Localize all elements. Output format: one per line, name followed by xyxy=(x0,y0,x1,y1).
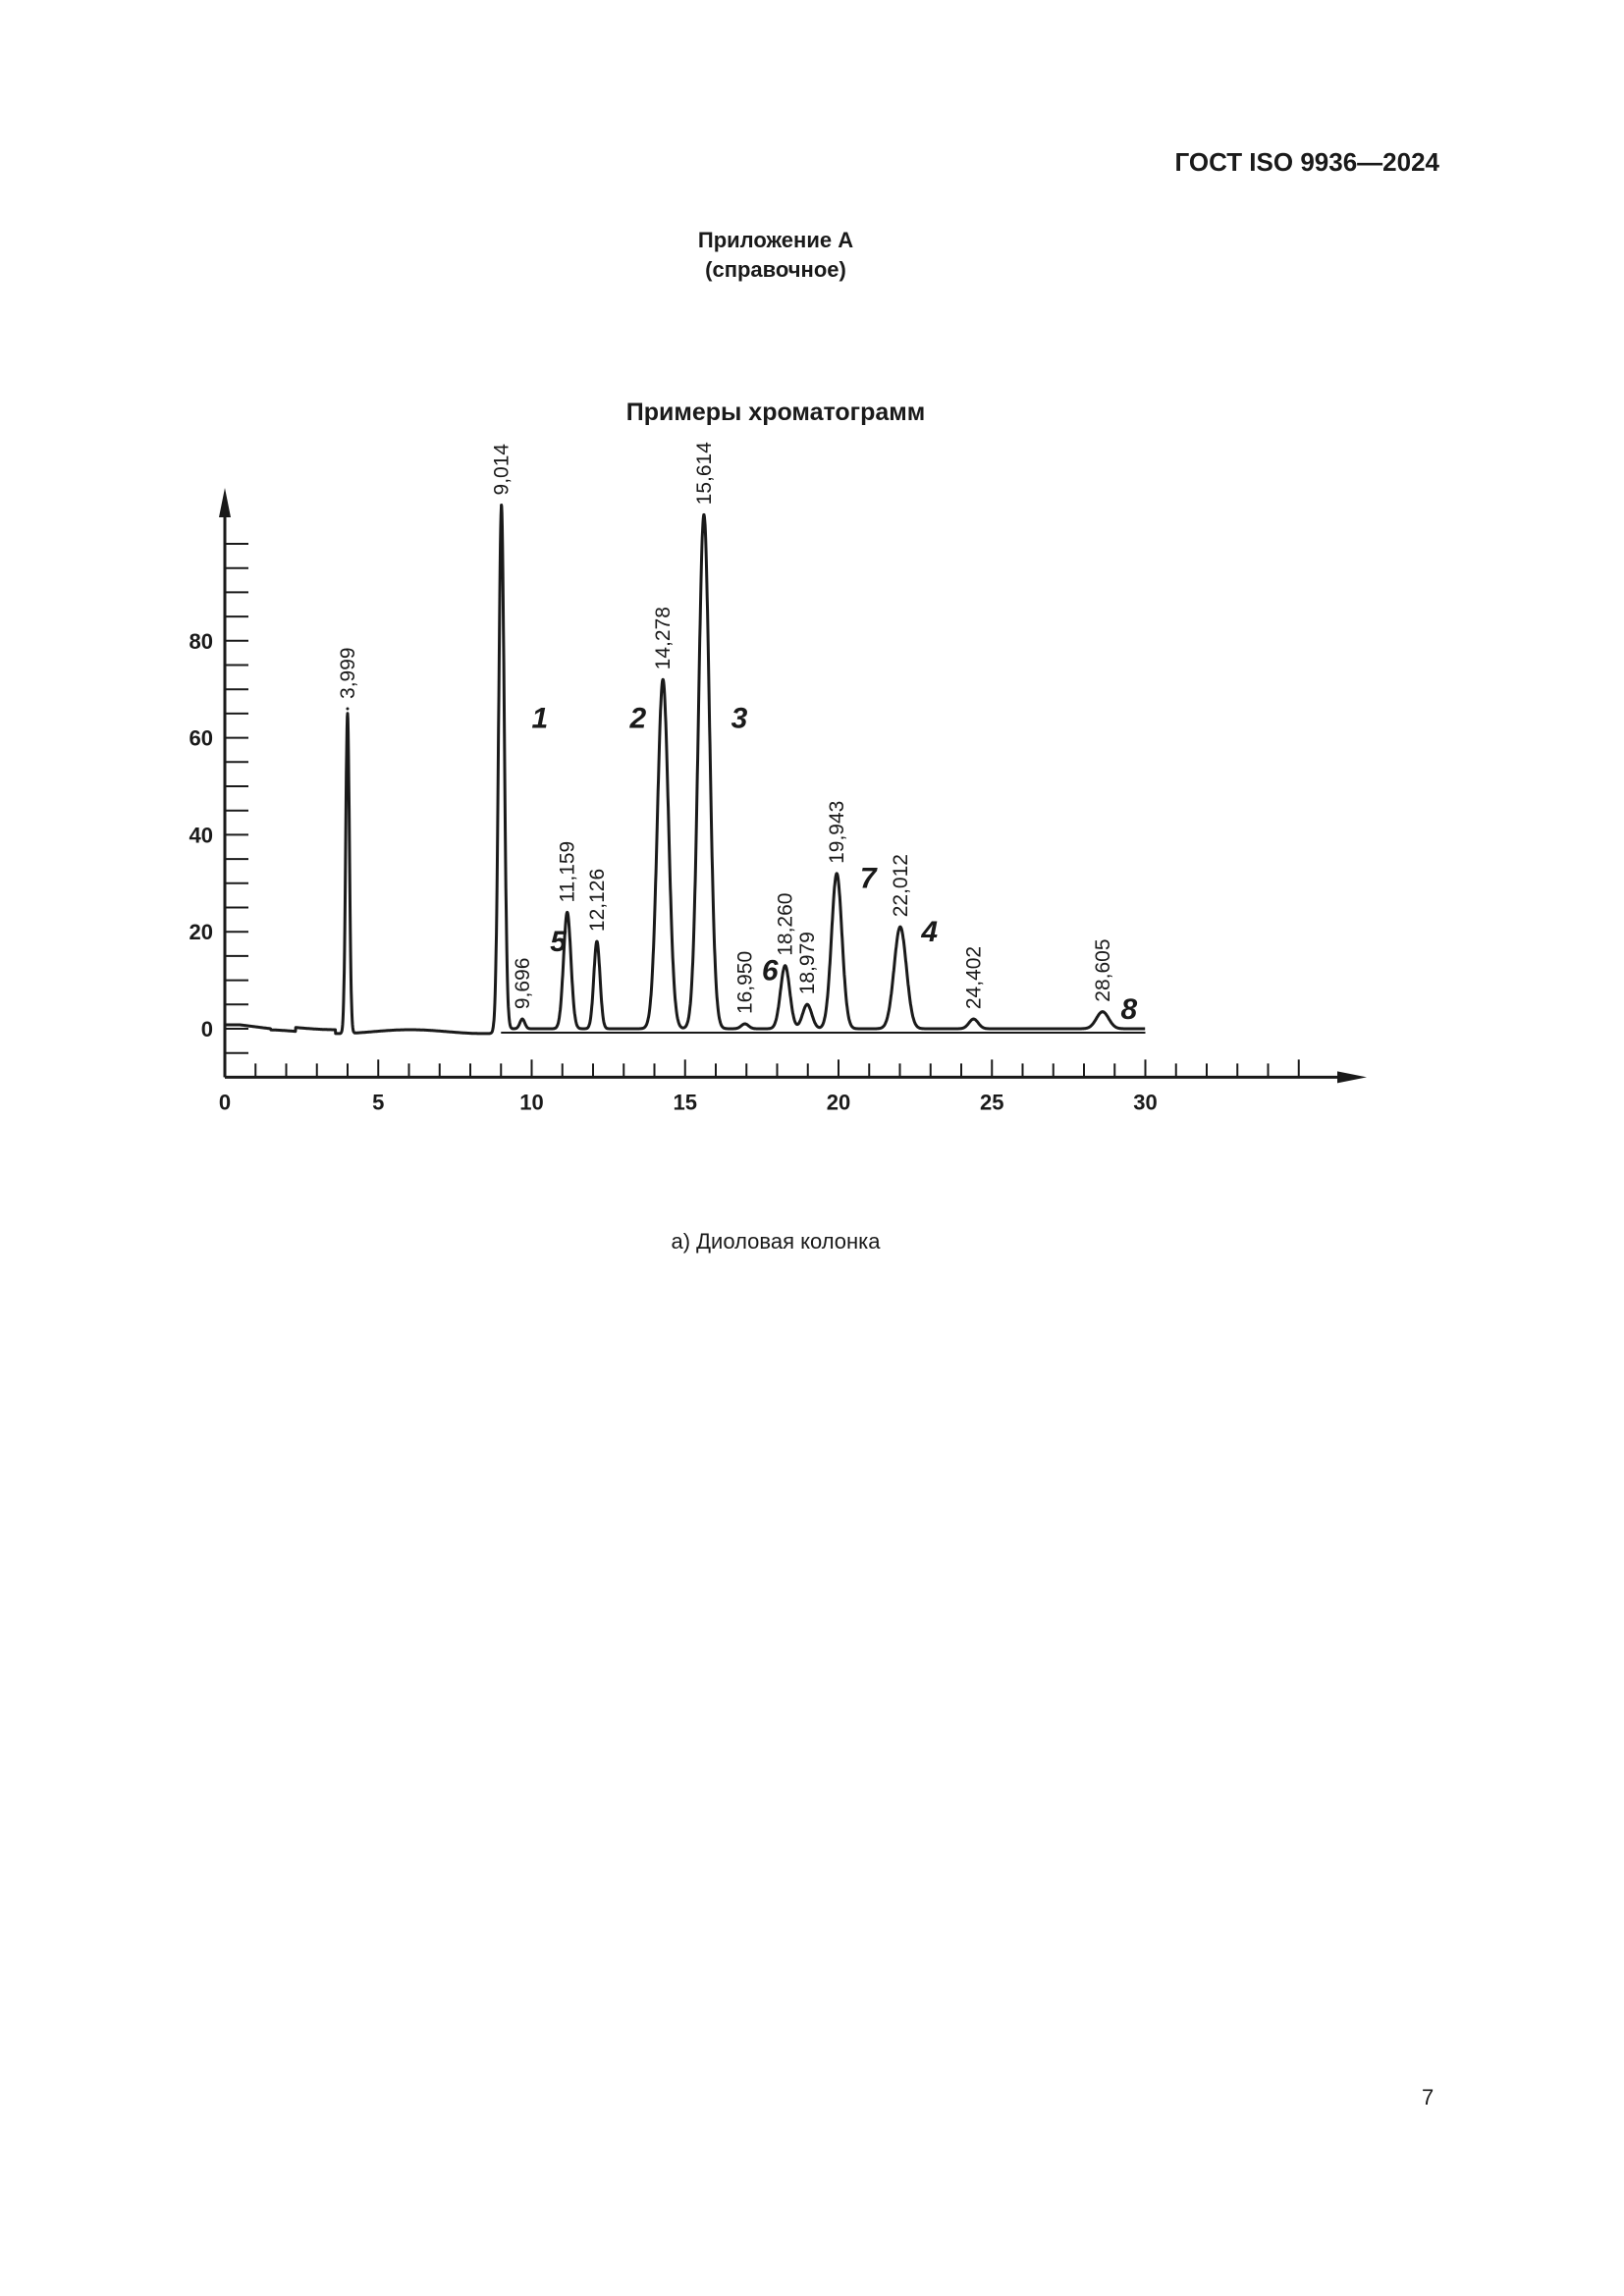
peak-retention-label: 15,614 xyxy=(693,442,716,506)
x-tick-label: 30 xyxy=(1133,1090,1157,1114)
peak-marker xyxy=(743,1022,747,1026)
peak-marker xyxy=(702,512,706,516)
y-axis-arrow xyxy=(219,488,231,517)
peak-number-label: 5 xyxy=(550,926,568,958)
peak-marker xyxy=(972,1017,976,1021)
y-tick-label: 40 xyxy=(189,823,213,847)
peak-retention-label: 18,260 xyxy=(775,893,797,956)
x-tick-label: 15 xyxy=(674,1090,697,1114)
peak-retention-label: 24,402 xyxy=(963,946,986,1009)
peak-number-label: 2 xyxy=(629,703,647,735)
peak-marker xyxy=(805,1002,809,1006)
peak-marker xyxy=(898,925,902,929)
peak-number-label: 8 xyxy=(1121,993,1138,1026)
peak-retention-label: 12,126 xyxy=(586,869,609,932)
peak-marker xyxy=(566,910,569,914)
peak-retention-label: 28,605 xyxy=(1092,938,1114,1001)
y-tick-label: 60 xyxy=(189,726,213,751)
x-tick-label: 5 xyxy=(372,1090,384,1114)
peak-retention-label: 11,159 xyxy=(557,841,579,903)
x-tick-label: 0 xyxy=(219,1090,231,1114)
y-tick-label: 0 xyxy=(201,1017,213,1041)
peak-retention-label: 14,278 xyxy=(652,607,675,669)
peak-number-label: 7 xyxy=(860,863,878,895)
peak-retention-label: 16,950 xyxy=(734,951,757,1014)
chromatogram-chart: 0 5 10 15 20 25 300204060803,9999,0149,69611,1… xyxy=(189,442,1367,1114)
peak-marker xyxy=(500,503,504,507)
x-tick-label: 20 xyxy=(827,1090,850,1114)
figure-caption: а) Диоловая колонка xyxy=(671,1229,881,1254)
peak-marker xyxy=(595,939,599,943)
document-code: ГОСТ ISO 9936—2024 xyxy=(1174,147,1439,177)
peak-retention-label: 22,012 xyxy=(890,854,912,917)
page-number: 7 xyxy=(1422,2085,1435,2109)
peak-marker xyxy=(784,964,787,968)
peak-retention-label: 19,943 xyxy=(826,801,848,864)
peak-marker xyxy=(346,707,350,711)
chromatogram-trace xyxy=(223,504,1147,1036)
y-tick-label: 20 xyxy=(189,920,213,944)
peak-retention-label: 9,696 xyxy=(512,958,534,1010)
x-tick-label: 10 xyxy=(519,1090,543,1114)
y-tick-label: 80 xyxy=(189,629,213,654)
peak-number-label: 6 xyxy=(762,955,779,988)
peak-marker xyxy=(520,1017,524,1021)
peak-retention-label: 9,014 xyxy=(491,444,514,496)
peak-marker xyxy=(1101,1010,1105,1014)
appendix-subtitle: (справочное) xyxy=(705,257,846,282)
peak-number-label: 3 xyxy=(731,703,748,735)
peak-number-label: 4 xyxy=(920,916,938,948)
peak-number-label: 1 xyxy=(532,703,549,735)
figure-title: Примеры хроматограмм xyxy=(625,399,926,426)
peak-marker xyxy=(661,677,665,681)
x-axis-arrow xyxy=(1337,1071,1367,1084)
appendix-heading: Приложение А (справочное) xyxy=(0,226,1551,285)
x-tick-label: 25 xyxy=(980,1090,1003,1114)
appendix-title: Приложение А xyxy=(697,228,854,252)
peak-retention-label: 3,999 xyxy=(337,647,359,699)
peak-retention-label: 18,979 xyxy=(796,932,819,994)
peak-marker xyxy=(835,872,839,876)
